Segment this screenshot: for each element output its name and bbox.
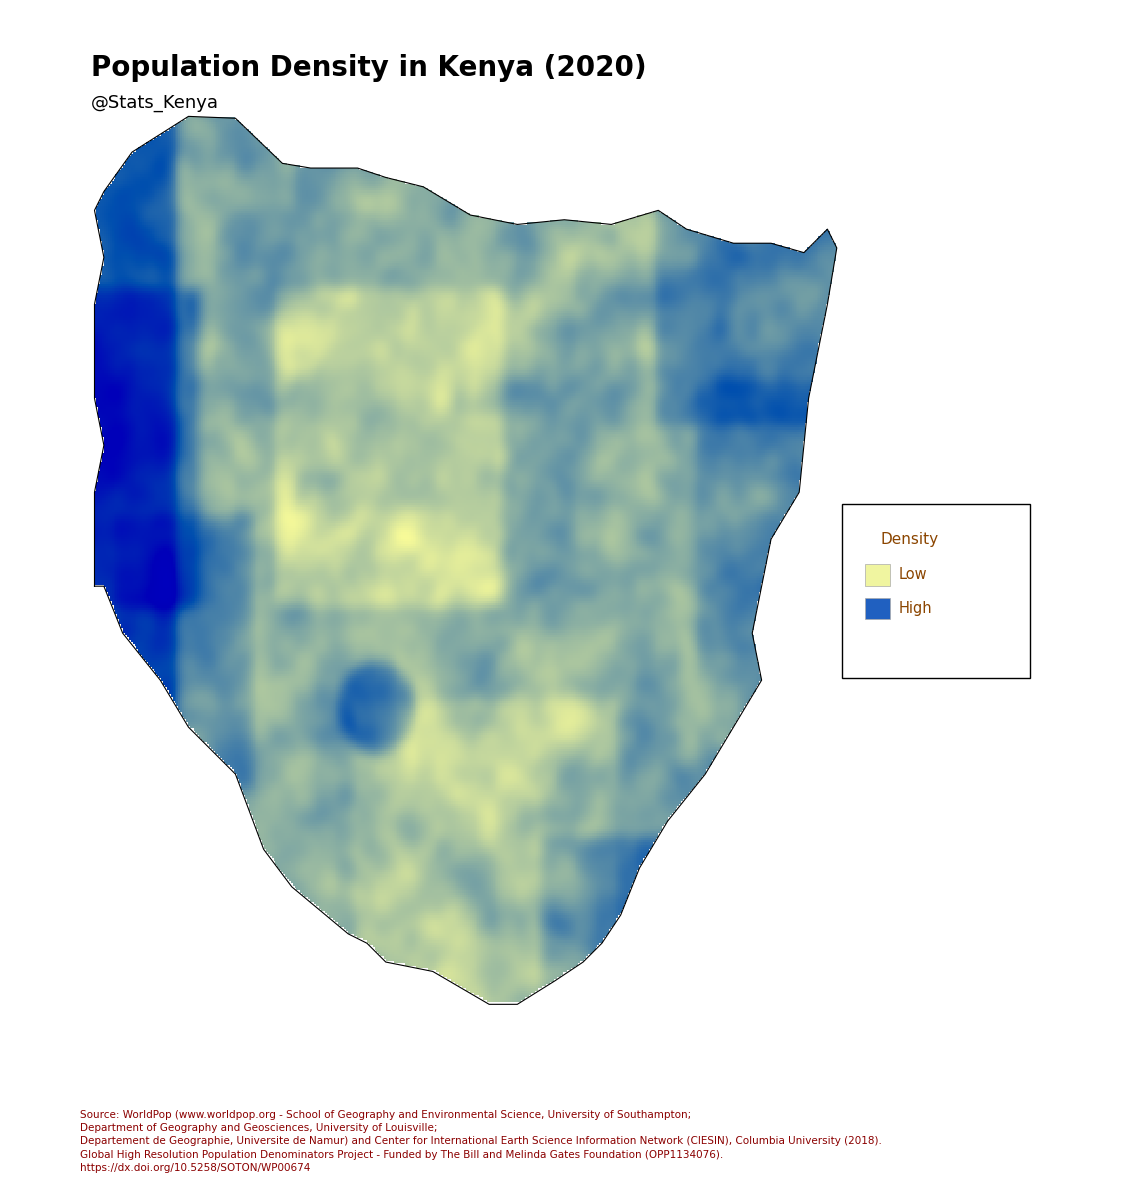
Text: High: High [899,601,933,616]
Text: Low: Low [899,568,927,582]
Text: @Stats_Kenya: @Stats_Kenya [91,94,218,112]
Text: Population Density in Kenya (2020): Population Density in Kenya (2020) [91,54,646,82]
Text: Source: WorldPop (www.worldpop.org - School of Geography and Environmental Scien: Source: WorldPop (www.worldpop.org - Sch… [80,1110,882,1172]
Text: Density: Density [881,532,939,547]
